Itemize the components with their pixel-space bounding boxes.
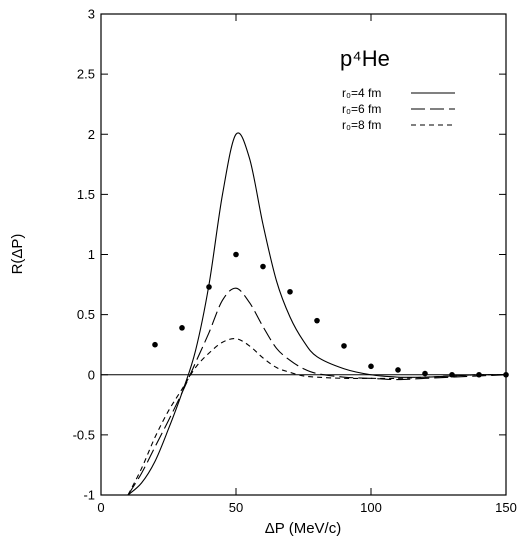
y-tick-label: 3 [88,7,95,22]
x-tick-label: 150 [495,500,517,515]
y-tick-label: 0 [88,367,95,382]
data-point [152,341,158,348]
series-line-1 [127,132,507,496]
data-point [314,317,320,324]
data-point [179,325,185,331]
plot-frame [100,13,507,496]
data-point [476,371,482,378]
data-point [233,251,239,258]
y-tick-label: 2.5 [77,67,95,82]
x-tick-label: 50 [229,500,243,515]
y-tick-label: 0.5 [77,307,95,322]
series-line-2 [127,287,507,496]
data-point [368,363,374,370]
y-tick-label: -1 [83,488,95,503]
y-tick-label: -0.5 [73,427,95,442]
annotation-p4he: p⁴He [340,46,390,71]
x-tick-label: 0 [97,500,104,515]
legend: r₀=4 fm r₀=6 fm r₀=8 fm [342,86,455,132]
data-point [449,371,455,378]
y-tick-label: 1 [88,247,95,262]
x-tick-label: 100 [360,500,382,515]
data-point [287,288,293,295]
series-line-3 [127,338,507,496]
legend-label: r₀=8 fm [342,118,381,132]
data-point [503,371,509,378]
y-axis-title: R(ΔP) [9,234,26,275]
legend-label: r₀=4 fm [342,86,381,100]
legend-label: r₀=6 fm [342,102,381,116]
x-axis-title: ΔP (MeV/c) [265,520,341,537]
y-tick-label: 1.5 [77,187,95,202]
data-point [341,343,347,349]
data-point [422,370,428,377]
data-point [260,263,266,270]
y-tick-label: 2 [88,127,95,142]
data-point [395,367,401,373]
data-point [206,284,212,290]
